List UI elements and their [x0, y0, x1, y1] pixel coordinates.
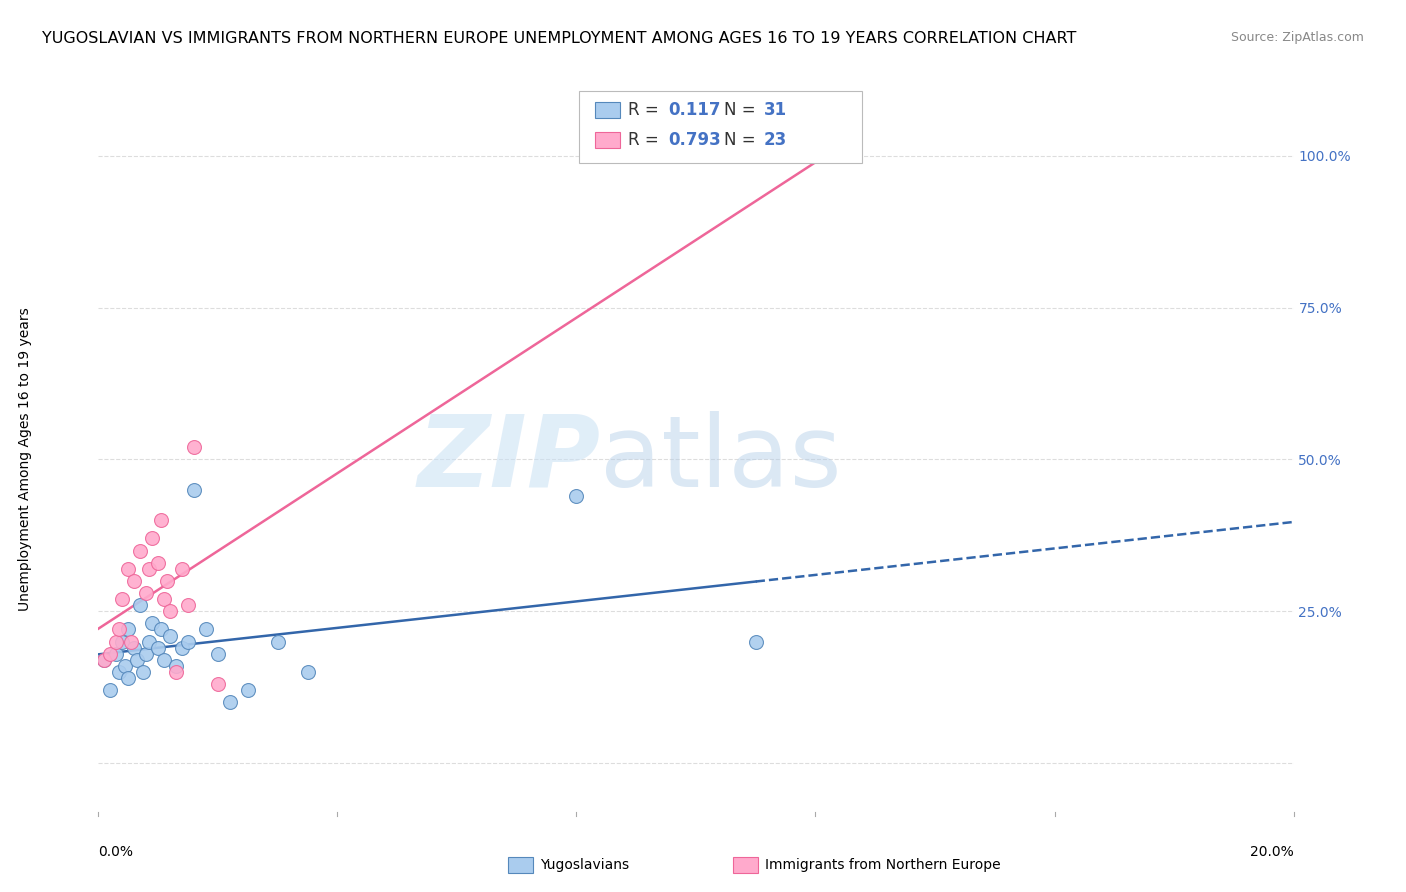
Point	[138, 634, 160, 648]
Point	[93, 653, 115, 667]
Point	[129, 598, 152, 612]
Point	[236, 683, 259, 698]
Text: 23: 23	[763, 131, 787, 149]
Point	[172, 562, 194, 576]
Point	[120, 634, 142, 648]
Point	[207, 647, 229, 661]
Point	[297, 665, 319, 679]
Point	[117, 623, 139, 637]
Point	[117, 562, 139, 576]
Text: Immigrants from Northern Europe: Immigrants from Northern Europe	[765, 858, 1001, 872]
Point	[100, 683, 122, 698]
Point	[111, 634, 134, 648]
Text: 0.117: 0.117	[668, 101, 720, 119]
Point	[159, 604, 181, 618]
Point	[93, 653, 115, 667]
Text: R =: R =	[628, 101, 665, 119]
Point	[108, 665, 131, 679]
Point	[219, 695, 242, 709]
Point	[117, 671, 139, 685]
Point	[148, 640, 170, 655]
Point	[207, 677, 229, 691]
Text: Yugoslavians: Yugoslavians	[540, 858, 628, 872]
Point	[111, 592, 134, 607]
Text: N =: N =	[724, 131, 761, 149]
Point	[108, 623, 131, 637]
Point	[105, 647, 128, 661]
Text: Unemployment Among Ages 16 to 19 years: Unemployment Among Ages 16 to 19 years	[18, 308, 32, 611]
Point	[124, 574, 146, 588]
Point	[165, 665, 187, 679]
Point	[153, 653, 176, 667]
Point	[100, 647, 122, 661]
Point	[172, 640, 194, 655]
Text: R =: R =	[628, 131, 665, 149]
Text: YUGOSLAVIAN VS IMMIGRANTS FROM NORTHERN EUROPE UNEMPLOYMENT AMONG AGES 16 TO 19 : YUGOSLAVIAN VS IMMIGRANTS FROM NORTHERN …	[42, 31, 1077, 46]
Point	[183, 483, 205, 497]
Point	[150, 513, 173, 527]
Point	[183, 440, 205, 454]
Text: ZIP: ZIP	[418, 411, 600, 508]
Point	[177, 634, 200, 648]
Point	[141, 532, 163, 546]
Point	[156, 574, 179, 588]
Point	[159, 628, 181, 642]
Point	[141, 616, 163, 631]
Point	[127, 653, 149, 667]
Point	[132, 665, 155, 679]
Text: Source: ZipAtlas.com: Source: ZipAtlas.com	[1230, 31, 1364, 45]
Point	[135, 586, 157, 600]
Point	[165, 659, 187, 673]
Point	[195, 623, 218, 637]
Point	[129, 543, 152, 558]
Point	[135, 647, 157, 661]
Point	[177, 598, 200, 612]
Point	[804, 148, 827, 162]
Text: 0.0%: 0.0%	[98, 845, 134, 859]
Point	[124, 640, 146, 655]
Point	[745, 634, 768, 648]
Point	[150, 623, 173, 637]
Point	[138, 562, 160, 576]
Point	[267, 634, 290, 648]
Text: 0.793: 0.793	[668, 131, 721, 149]
Point	[565, 489, 588, 503]
Point	[114, 659, 136, 673]
Text: 31: 31	[763, 101, 786, 119]
Point	[153, 592, 176, 607]
Text: N =: N =	[724, 101, 761, 119]
Text: 20.0%: 20.0%	[1250, 845, 1294, 859]
Point	[105, 634, 128, 648]
Point	[148, 556, 170, 570]
Text: atlas: atlas	[600, 411, 842, 508]
